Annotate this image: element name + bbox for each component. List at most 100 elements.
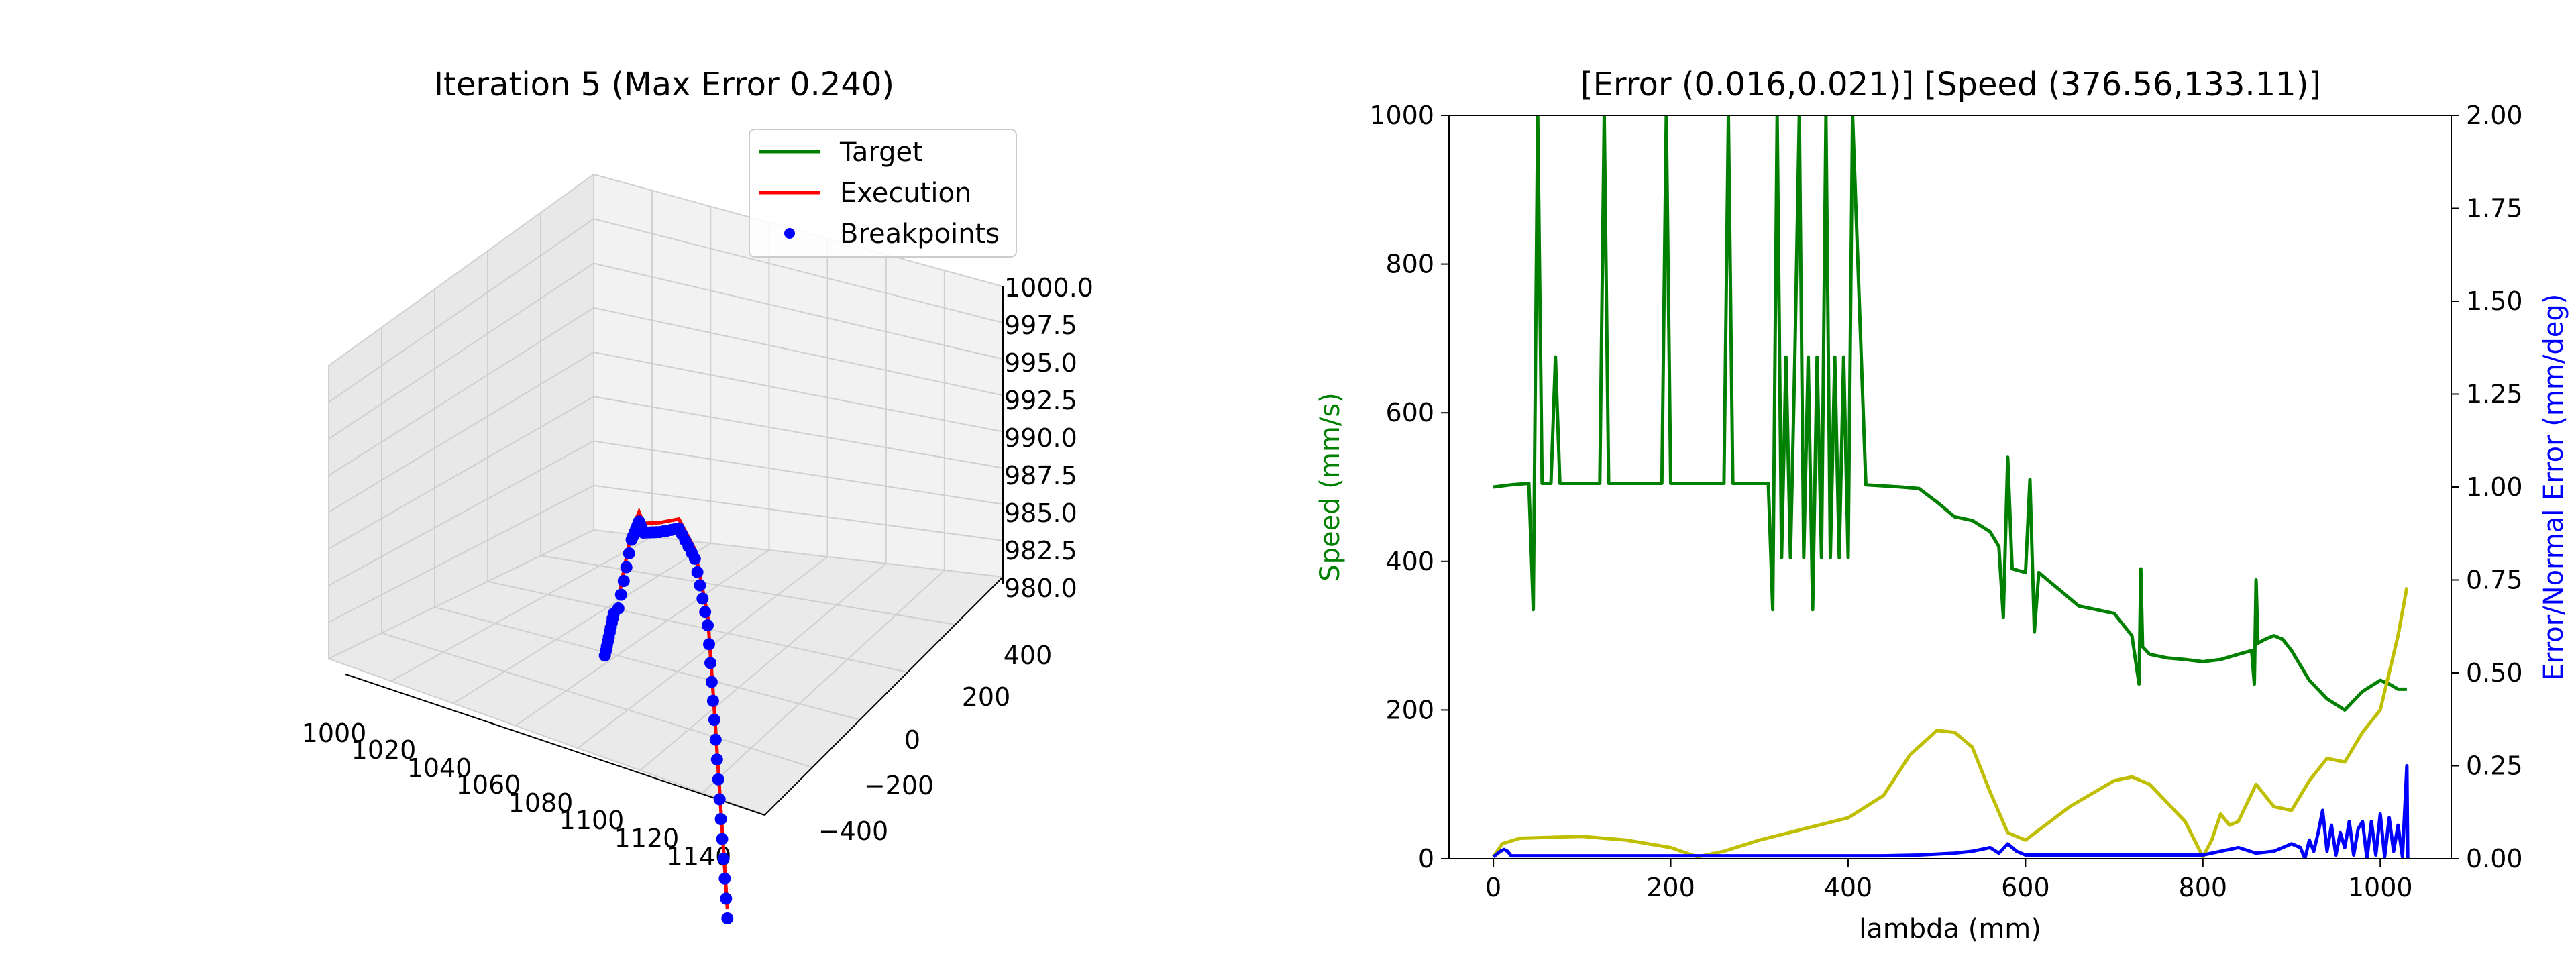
- breakpoint-marker: [721, 912, 734, 924]
- legend-breakpoints-swatch: [784, 228, 795, 239]
- x-axis-line: [345, 674, 765, 816]
- breakpoint-marker: [598, 649, 611, 662]
- breakpoint-marker: [705, 676, 718, 688]
- z-tick-label: 995.0: [1004, 348, 1077, 378]
- y2-tick-label: 1.25: [2466, 380, 2523, 409]
- error-series: [1492, 587, 2409, 859]
- legend-breakpoints-label: Breakpoints: [840, 219, 1000, 250]
- breakpoint-marker: [708, 714, 720, 726]
- breakpoint-marker: [710, 753, 723, 766]
- y-axis-line: [764, 576, 1004, 816]
- breakpoint-marker: [706, 694, 719, 707]
- breakpoint-marker: [614, 588, 627, 601]
- z-tick-label: 990.0: [1004, 423, 1077, 453]
- 3d-plot: Iteration 5 (Max Error 0.240) 1000 1020 …: [302, 66, 1093, 924]
- y2-tick-label: 0.75: [2466, 566, 2523, 595]
- x-tick-label: 400: [1824, 873, 1873, 902]
- x-tick-label: 1000: [302, 718, 367, 748]
- z-tick-label: 985.0: [1004, 498, 1077, 528]
- y-tick-label: 600: [1385, 398, 1434, 427]
- breakpoint-marker: [688, 552, 701, 565]
- x-axis-ticks: 0 200 400 600 800 1000: [1485, 859, 2413, 902]
- grid-line: [593, 352, 1004, 433]
- breakpoint-marker: [712, 773, 724, 786]
- y-tick-label: 200: [1385, 695, 1434, 724]
- y2-tick-label: 1.75: [2466, 194, 2523, 223]
- grid-line: [381, 632, 813, 768]
- 3d-tick-labels: 1000 1020 1040 1060 1080 1100 1120 1140 …: [302, 273, 1093, 871]
- legend: Target Execution Breakpoints: [749, 129, 1017, 258]
- plot-area: [1492, 115, 2410, 859]
- breakpoint-marker: [699, 606, 712, 619]
- grid-line: [593, 440, 1004, 505]
- grid-line: [453, 543, 711, 704]
- normal-error-series: [1492, 764, 2410, 859]
- breakpoint-marker: [623, 547, 635, 559]
- y2-tick-label: 1.50: [2466, 286, 2523, 316]
- grid-line: [328, 440, 594, 586]
- z-tick-label: 1000.0: [1004, 273, 1093, 303]
- grid-line: [434, 606, 861, 720]
- grid-line: [593, 262, 1004, 360]
- grid-line: [593, 307, 1004, 396]
- x-tick-label: 1080: [508, 788, 574, 818]
- grid-line: [540, 555, 956, 625]
- breakpoint-marker: [703, 638, 715, 651]
- grid-line: [702, 570, 945, 794]
- z-tick-label: 992.5: [1004, 386, 1077, 415]
- x-axis-label: lambda (mm): [1859, 914, 2041, 945]
- z-tick-label: 982.5: [1004, 536, 1077, 566]
- x-tick-label: 1040: [407, 753, 472, 783]
- y-tick-label: −200: [864, 771, 934, 800]
- y2-tick-label: 0.00: [2466, 844, 2523, 873]
- grid-line: [328, 352, 594, 513]
- y-tick-label: 800: [1385, 250, 1434, 279]
- y-tick-label: −400: [818, 816, 888, 846]
- breakpoint-marker: [694, 579, 706, 592]
- breakpoint-marker: [717, 853, 730, 865]
- right-axis-ticks: 0.00 0.25 0.50 0.75 1.00 1.25 1.50 1.75 2.00: [2451, 101, 2523, 873]
- grid-line: [328, 307, 594, 476]
- y2-axis-label: Error/Normal Error (mm/deg): [2538, 294, 2569, 681]
- breakpoint-marker: [714, 813, 727, 825]
- y-tick-label: 0: [1418, 844, 1434, 873]
- legend-target-label: Target: [839, 137, 923, 168]
- breakpoint-marker: [718, 872, 731, 885]
- z-tick-label: 997.5: [1004, 311, 1077, 340]
- speed-series: [1493, 115, 2407, 712]
- breakpoint-marker: [696, 592, 709, 605]
- x-tick-label: 200: [1646, 873, 1695, 902]
- grid-line: [577, 556, 828, 749]
- grid-line: [593, 218, 1004, 324]
- chart-title: [Error (0.016,0.021)] [Speed (376.56,133…: [1580, 66, 2321, 103]
- y-tick-label: 400: [1385, 547, 1434, 576]
- left-axis-ticks: 0 200 400 600 800 1000: [1369, 101, 1449, 873]
- grid-line: [639, 563, 887, 771]
- y-tick-label: 200: [962, 682, 1011, 712]
- z-tick-label: 980.0: [1004, 574, 1077, 603]
- breakpoint-marker: [620, 561, 633, 574]
- breakpoint-marker: [709, 733, 722, 746]
- x-tick-label: 1100: [559, 806, 625, 835]
- grid-line: [390, 536, 653, 682]
- x-tick-label: 1060: [456, 770, 521, 800]
- speed-error-plot: [Error (0.016,0.021)] [Speed (376.56,133…: [1315, 66, 2569, 945]
- y-tick-label: 1000: [1369, 101, 1434, 130]
- x-tick-label: 600: [2001, 873, 2050, 902]
- grid-line: [593, 396, 1004, 469]
- y2-tick-label: 1.00: [2466, 472, 2523, 502]
- breakpoint-marker: [720, 892, 733, 905]
- y2-tick-label: 0.50: [2466, 658, 2523, 688]
- grid-line: [328, 396, 594, 549]
- x-tick-label: 1020: [352, 735, 417, 765]
- chart-title: Iteration 5 (Max Error 0.240): [434, 66, 894, 103]
- y-tick-label: 400: [1004, 641, 1053, 670]
- breakpoint-marker: [704, 657, 716, 669]
- grid-line: [328, 262, 594, 440]
- x-tick-label: 0: [1485, 873, 1501, 902]
- grid-line: [593, 484, 1004, 541]
- breakpoint-marker: [691, 566, 704, 578]
- x-tick-label: 1120: [614, 824, 680, 853]
- grid-line: [328, 218, 594, 403]
